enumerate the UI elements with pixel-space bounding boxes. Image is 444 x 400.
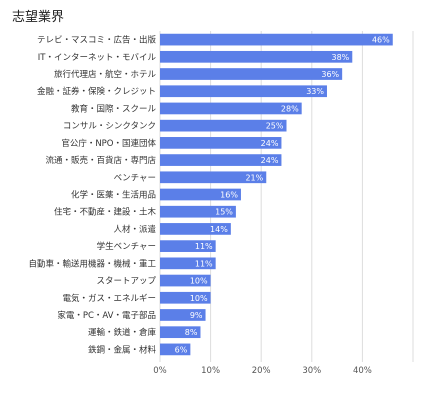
bar	[160, 102, 302, 115]
data-label: 38%	[331, 53, 349, 62]
bar	[160, 343, 191, 356]
category-label: 家電・PC・AV・電子部品	[57, 310, 156, 321]
bar	[160, 50, 353, 63]
bar	[160, 85, 327, 98]
bar	[160, 274, 211, 287]
bar	[160, 326, 201, 339]
bar	[160, 119, 287, 132]
bar	[160, 240, 216, 252]
bar	[160, 68, 343, 80]
data-label: 16%	[220, 191, 238, 200]
data-label: 11%	[195, 259, 213, 268]
data-label: 10%	[190, 294, 208, 303]
category-label: 化学・医薬・生活用品	[71, 190, 156, 201]
category-label: 学生ベンチャー	[97, 241, 156, 252]
bar	[160, 154, 282, 166]
data-label: 6%	[175, 345, 188, 354]
bar	[160, 257, 216, 270]
bar	[160, 33, 393, 46]
category-label: 金融・証券・保険・クレジット	[37, 86, 156, 97]
data-label: 33%	[306, 87, 324, 96]
data-label: 9%	[190, 311, 203, 320]
x-tick-label: 40%	[353, 366, 372, 376]
data-label: 15%	[215, 208, 233, 217]
x-tick-label: 30%	[302, 366, 321, 376]
bar	[160, 171, 267, 184]
data-label: 24%	[261, 156, 279, 165]
category-label: 人材・派遣	[113, 224, 156, 235]
bar	[160, 188, 241, 201]
category-label: 運輸・鉄道・倉庫	[88, 327, 157, 338]
bar	[160, 309, 206, 321]
category-label: 鉄鋼・金属・材料	[88, 344, 157, 355]
data-label: 36%	[321, 70, 339, 79]
category-label: 住宅・不動産・建設・土木	[54, 207, 157, 218]
data-label: 10%	[190, 277, 208, 286]
category-label: 自動車・輸送用機器・機械・重工	[28, 258, 156, 269]
category-label: 官公庁・NPO・国連団体	[61, 138, 156, 149]
category-label: IT・インターネット・モバイル	[38, 53, 157, 63]
data-label: 8%	[185, 328, 198, 337]
bar	[160, 137, 282, 149]
data-label: 25%	[266, 122, 284, 131]
category-label: 教育・国際・スクール	[71, 103, 157, 114]
x-tick-label: 0%	[153, 366, 167, 376]
x-tick-label: 20%	[252, 366, 271, 376]
bar	[160, 291, 211, 304]
category-label: コンサル・シンクタンク	[63, 122, 156, 132]
data-label: 21%	[245, 173, 263, 182]
data-label: 14%	[210, 225, 228, 234]
category-label: テレビ・マスコミ・広告・出版	[37, 35, 157, 46]
data-label: 11%	[195, 242, 213, 251]
chart-title: 志望業界	[12, 10, 65, 25]
x-tick-label: 10%	[201, 366, 220, 376]
data-label: 46%	[372, 36, 390, 45]
category-label: スタートアップ	[96, 277, 156, 287]
category-label: ベンチャー	[114, 173, 156, 183]
category-label: 旅行代理店・航空・ホテル	[54, 69, 157, 80]
data-label: 28%	[281, 104, 299, 113]
data-label: 24%	[261, 139, 279, 148]
category-label: 流通・販売・百貨店・専門店	[45, 155, 156, 166]
bar	[160, 205, 236, 218]
bar	[160, 223, 231, 235]
category-label: 電気・ガス・エネルギー	[62, 293, 156, 304]
